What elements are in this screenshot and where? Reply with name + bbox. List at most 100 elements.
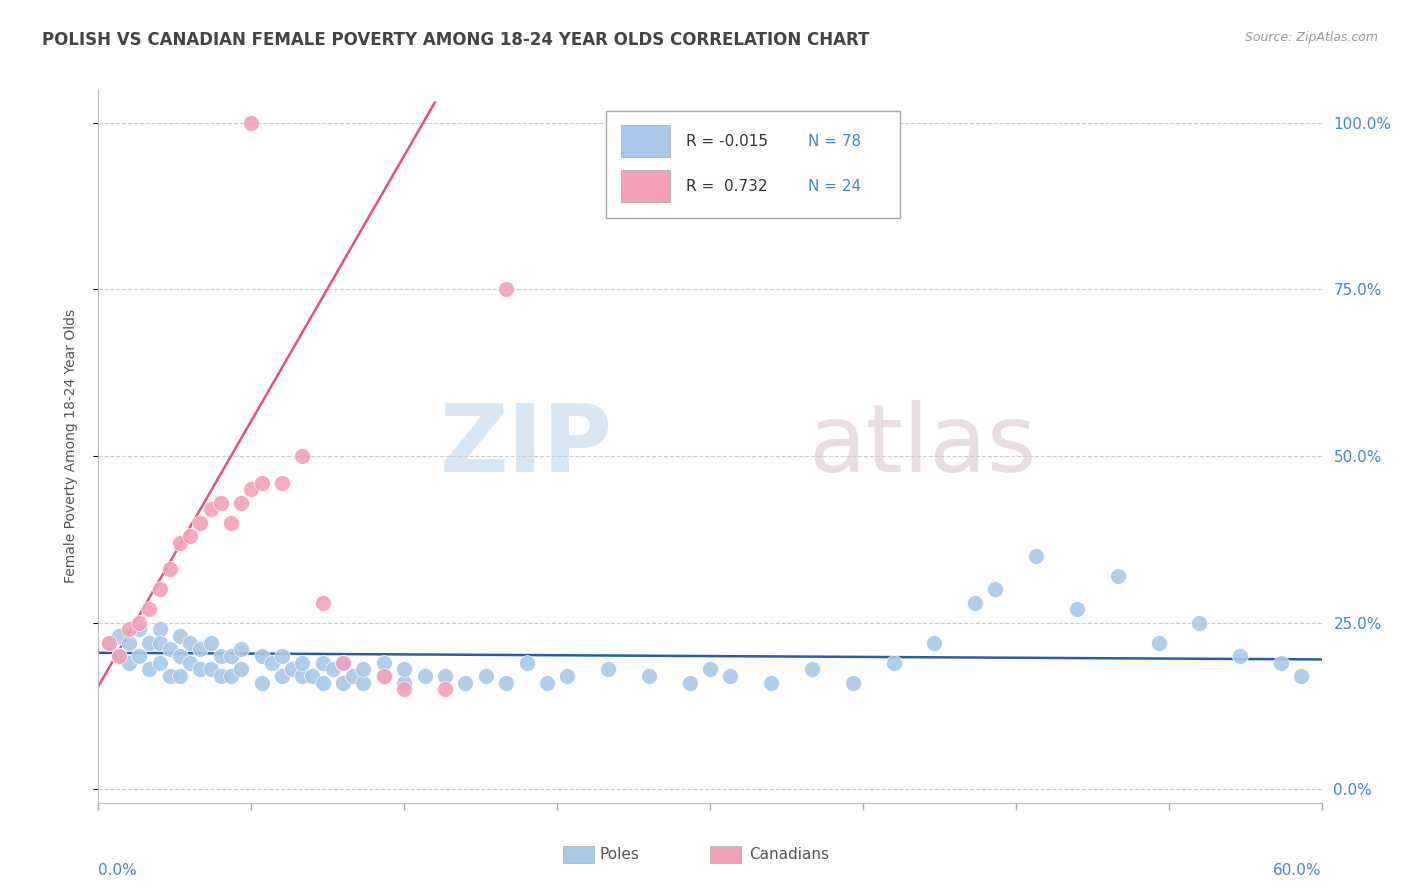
Point xyxy=(188,516,212,530)
Point xyxy=(108,649,131,664)
Point xyxy=(536,675,558,690)
Point xyxy=(149,636,172,650)
Point xyxy=(392,675,416,690)
Point xyxy=(312,596,335,610)
Point xyxy=(392,682,416,697)
Text: POLISH VS CANADIAN FEMALE POVERTY AMONG 18-24 YEAR OLDS CORRELATION CHART: POLISH VS CANADIAN FEMALE POVERTY AMONG … xyxy=(42,31,869,49)
Point xyxy=(209,649,232,664)
Point xyxy=(761,675,783,690)
Point xyxy=(231,496,253,510)
Point xyxy=(291,449,314,463)
Point xyxy=(138,662,160,676)
Point xyxy=(434,682,457,697)
Point xyxy=(118,636,141,650)
Point xyxy=(392,662,416,676)
Bar xyxy=(620,169,669,202)
Point xyxy=(188,662,212,676)
Point xyxy=(240,115,263,129)
Point xyxy=(138,636,160,650)
Point xyxy=(219,516,242,530)
Point xyxy=(128,615,150,630)
Point xyxy=(454,675,477,690)
Point xyxy=(97,636,120,650)
Point xyxy=(200,662,222,676)
Point xyxy=(413,669,436,683)
Point xyxy=(301,669,323,683)
Point xyxy=(1147,636,1170,650)
Point xyxy=(679,675,702,690)
Point xyxy=(200,502,222,516)
Point xyxy=(638,669,661,683)
Point xyxy=(219,649,242,664)
Point xyxy=(1229,649,1251,664)
Point xyxy=(1188,615,1211,630)
Point xyxy=(332,656,354,670)
Point xyxy=(270,475,294,490)
Point xyxy=(159,642,181,657)
Point xyxy=(922,636,945,650)
Point xyxy=(209,669,232,683)
Point xyxy=(250,675,273,690)
Point xyxy=(1107,569,1129,583)
Text: 0.0%: 0.0% xyxy=(98,863,138,879)
Point xyxy=(169,629,191,643)
Text: R = -0.015: R = -0.015 xyxy=(686,134,768,149)
Point xyxy=(179,656,201,670)
Point xyxy=(965,596,987,610)
Text: N = 24: N = 24 xyxy=(808,178,860,194)
Point xyxy=(149,582,172,597)
Point xyxy=(108,649,131,664)
Point xyxy=(200,636,222,650)
Bar xyxy=(710,846,741,863)
Point xyxy=(984,582,1007,597)
Point xyxy=(434,669,457,683)
Point xyxy=(179,636,201,650)
Point xyxy=(841,675,863,690)
Point xyxy=(699,662,721,676)
Text: Poles: Poles xyxy=(600,847,640,862)
Point xyxy=(260,656,283,670)
Point xyxy=(883,656,905,670)
Point xyxy=(97,636,120,650)
Point xyxy=(270,649,294,664)
Point xyxy=(118,623,141,637)
Point xyxy=(108,629,131,643)
Point xyxy=(312,656,335,670)
Point xyxy=(516,656,538,670)
Point xyxy=(291,656,314,670)
Point xyxy=(231,642,253,657)
Point xyxy=(159,562,181,576)
Point xyxy=(231,662,253,676)
Point xyxy=(373,669,395,683)
Text: 60.0%: 60.0% xyxy=(1274,863,1322,879)
Point xyxy=(495,282,517,296)
Point xyxy=(352,675,374,690)
Point xyxy=(219,669,242,683)
Text: Source: ZipAtlas.com: Source: ZipAtlas.com xyxy=(1244,31,1378,45)
Point xyxy=(801,662,824,676)
Point xyxy=(281,662,304,676)
Point xyxy=(240,483,263,497)
Point xyxy=(332,656,354,670)
Point xyxy=(322,662,344,676)
Point xyxy=(352,662,374,676)
Bar xyxy=(620,125,669,157)
Text: N = 78: N = 78 xyxy=(808,134,860,149)
Point xyxy=(312,675,335,690)
Point xyxy=(1291,669,1313,683)
Y-axis label: Female Poverty Among 18-24 Year Olds: Female Poverty Among 18-24 Year Olds xyxy=(63,309,77,583)
Point xyxy=(250,649,273,664)
Point xyxy=(169,535,191,549)
Point xyxy=(1066,602,1088,616)
Point xyxy=(1025,549,1047,563)
Point xyxy=(128,649,150,664)
Text: atlas: atlas xyxy=(808,400,1036,492)
Text: ZIP: ZIP xyxy=(439,400,612,492)
Point xyxy=(270,669,294,683)
Point xyxy=(342,669,364,683)
Text: R =  0.732: R = 0.732 xyxy=(686,178,768,194)
Point xyxy=(291,669,314,683)
Point xyxy=(495,675,517,690)
Point xyxy=(138,602,160,616)
Bar xyxy=(564,846,593,863)
